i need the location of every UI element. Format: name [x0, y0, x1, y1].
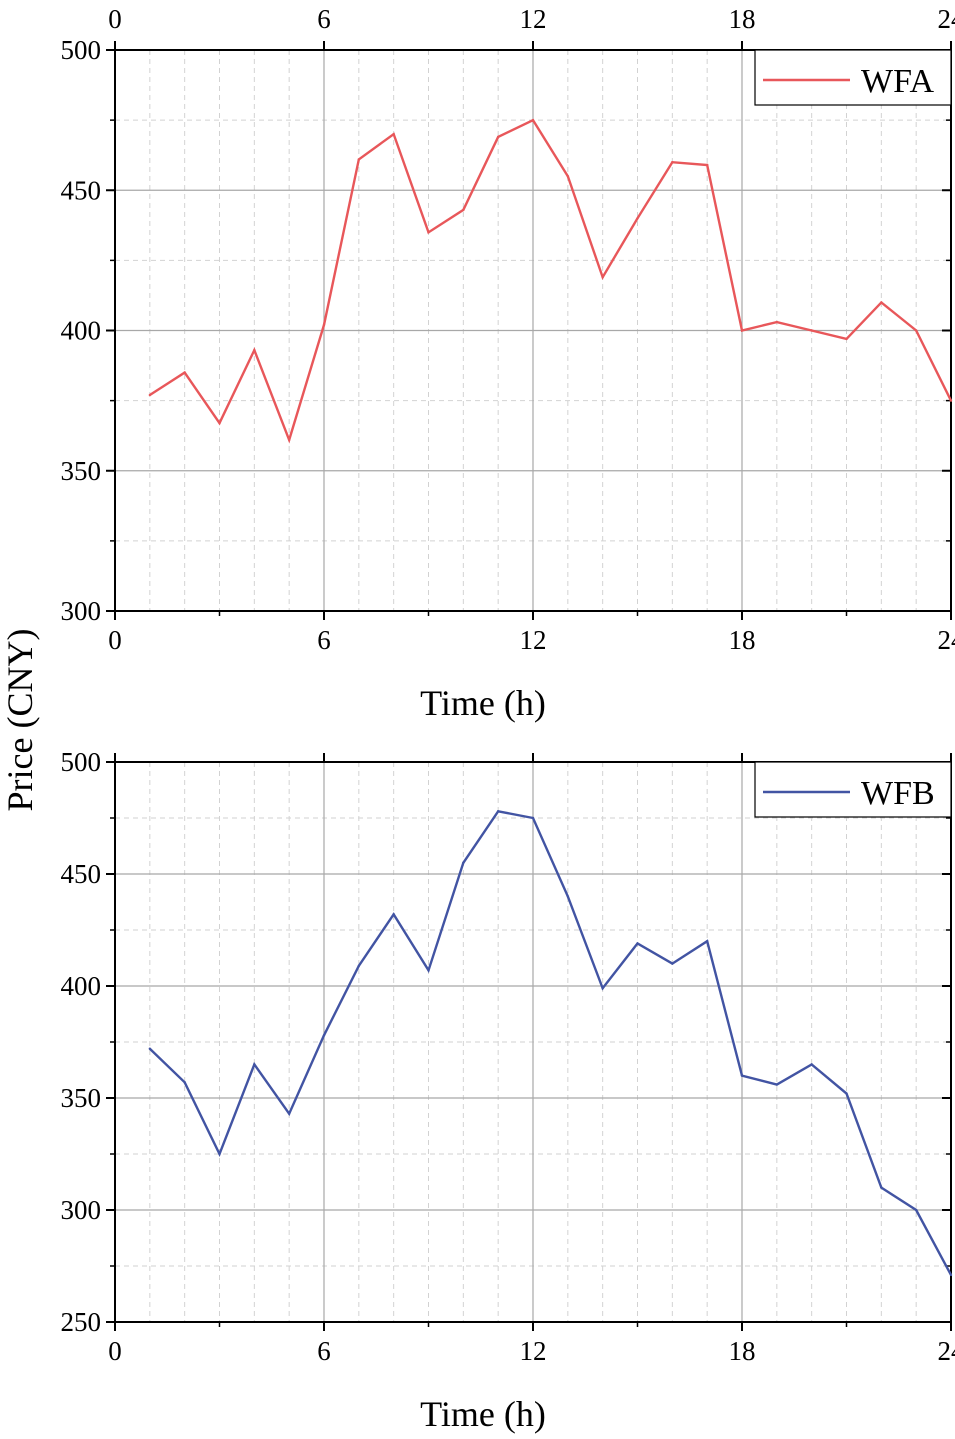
data-point	[148, 1047, 152, 1050]
data-point	[949, 399, 953, 402]
data-point	[636, 942, 639, 945]
data-point	[357, 964, 361, 968]
data-point	[601, 276, 604, 279]
series-line-wfb	[149, 809, 953, 1276]
x-tick-label: 12	[520, 625, 547, 655]
data-point	[357, 158, 361, 161]
x-tick-label: 24	[938, 625, 955, 655]
x-tick-label-top: 0	[108, 4, 122, 34]
data-point	[322, 323, 326, 327]
data-point	[845, 337, 848, 341]
series-line-wfa	[149, 118, 953, 444]
y-tick-label: 450	[61, 859, 102, 889]
y-tick-label: 400	[61, 971, 102, 1001]
data-point	[287, 438, 291, 442]
x-tick-label: 12	[520, 1336, 547, 1366]
x-tick-label-top: 6	[317, 4, 331, 34]
legend-label: WFB	[861, 775, 935, 812]
x-tick-label: 6	[317, 1336, 331, 1366]
legend-box	[754, 761, 952, 818]
data-point	[496, 135, 500, 139]
x-tick-label: 6	[317, 625, 331, 655]
y-tick-label: 500	[61, 747, 102, 777]
data-point	[914, 1208, 918, 1212]
data-point	[462, 861, 465, 864]
data-point	[253, 348, 256, 352]
data-point	[880, 301, 883, 304]
data-point	[183, 371, 186, 374]
data-point	[566, 895, 570, 898]
y-tick-label: 300	[61, 596, 102, 626]
legend-label: WFA	[861, 63, 934, 100]
data-point	[427, 231, 430, 234]
data-point	[287, 1112, 291, 1115]
data-point	[740, 329, 744, 332]
data-point	[845, 1092, 848, 1095]
y-tick-label: 300	[61, 1195, 102, 1225]
data-point	[183, 1081, 186, 1084]
x-tick-label: 18	[729, 1336, 756, 1366]
data-point	[810, 1063, 813, 1066]
data-point	[531, 118, 535, 122]
data-point	[496, 810, 500, 813]
x-axis-title: Time (h)	[420, 683, 546, 723]
data-point	[218, 421, 221, 425]
x-tick-label: 0	[108, 625, 122, 655]
data-point	[914, 329, 918, 332]
data-point	[253, 1063, 256, 1066]
data-point	[601, 987, 604, 990]
data-point	[949, 1273, 953, 1277]
shared-y-axis-title: Price (CNY)	[0, 629, 40, 812]
x-tick-label-top: 12	[520, 4, 547, 34]
y-tick-label: 350	[61, 1083, 102, 1113]
x-tick-label-top: 24	[938, 4, 955, 34]
data-point	[880, 1186, 883, 1189]
y-tick-label: 500	[61, 35, 102, 65]
data-point	[671, 161, 674, 164]
data-point	[531, 816, 535, 820]
data-point	[810, 329, 813, 332]
data-point	[671, 962, 674, 965]
x-tick-label: 24	[938, 1336, 955, 1366]
data-point	[636, 217, 639, 220]
data-point	[392, 132, 395, 136]
chart-panel-wfb: 0 6 12 18 24 250 300 350 400 450 500 Time (h) WFB	[61, 747, 955, 1434]
x-tick-label-top: 18	[729, 4, 756, 34]
data-point	[566, 175, 570, 178]
y-tick-label: 250	[61, 1307, 102, 1337]
legend-box	[754, 49, 952, 106]
y-tick-label: 400	[61, 316, 102, 346]
x-tick-label: 18	[729, 625, 756, 655]
data-point	[392, 913, 395, 916]
x-tick-label: 0	[108, 1336, 122, 1366]
data-point	[462, 208, 465, 212]
chart-panel-wfa: 0 0 6 6 12 12 18 18 24 24 300 350 400 450 500 Time (h) W…	[61, 4, 955, 723]
data-point	[427, 969, 430, 972]
x-axis-title: Time (h)	[420, 1394, 546, 1434]
y-tick-label: 450	[61, 175, 102, 205]
data-point	[148, 393, 152, 397]
data-point	[775, 320, 779, 324]
data-point	[322, 1034, 326, 1037]
data-point	[218, 1152, 221, 1156]
data-point	[740, 1074, 744, 1077]
y-tick-label: 350	[61, 456, 102, 486]
data-point	[775, 1083, 779, 1086]
data-point	[705, 163, 709, 167]
data-point	[705, 940, 709, 943]
